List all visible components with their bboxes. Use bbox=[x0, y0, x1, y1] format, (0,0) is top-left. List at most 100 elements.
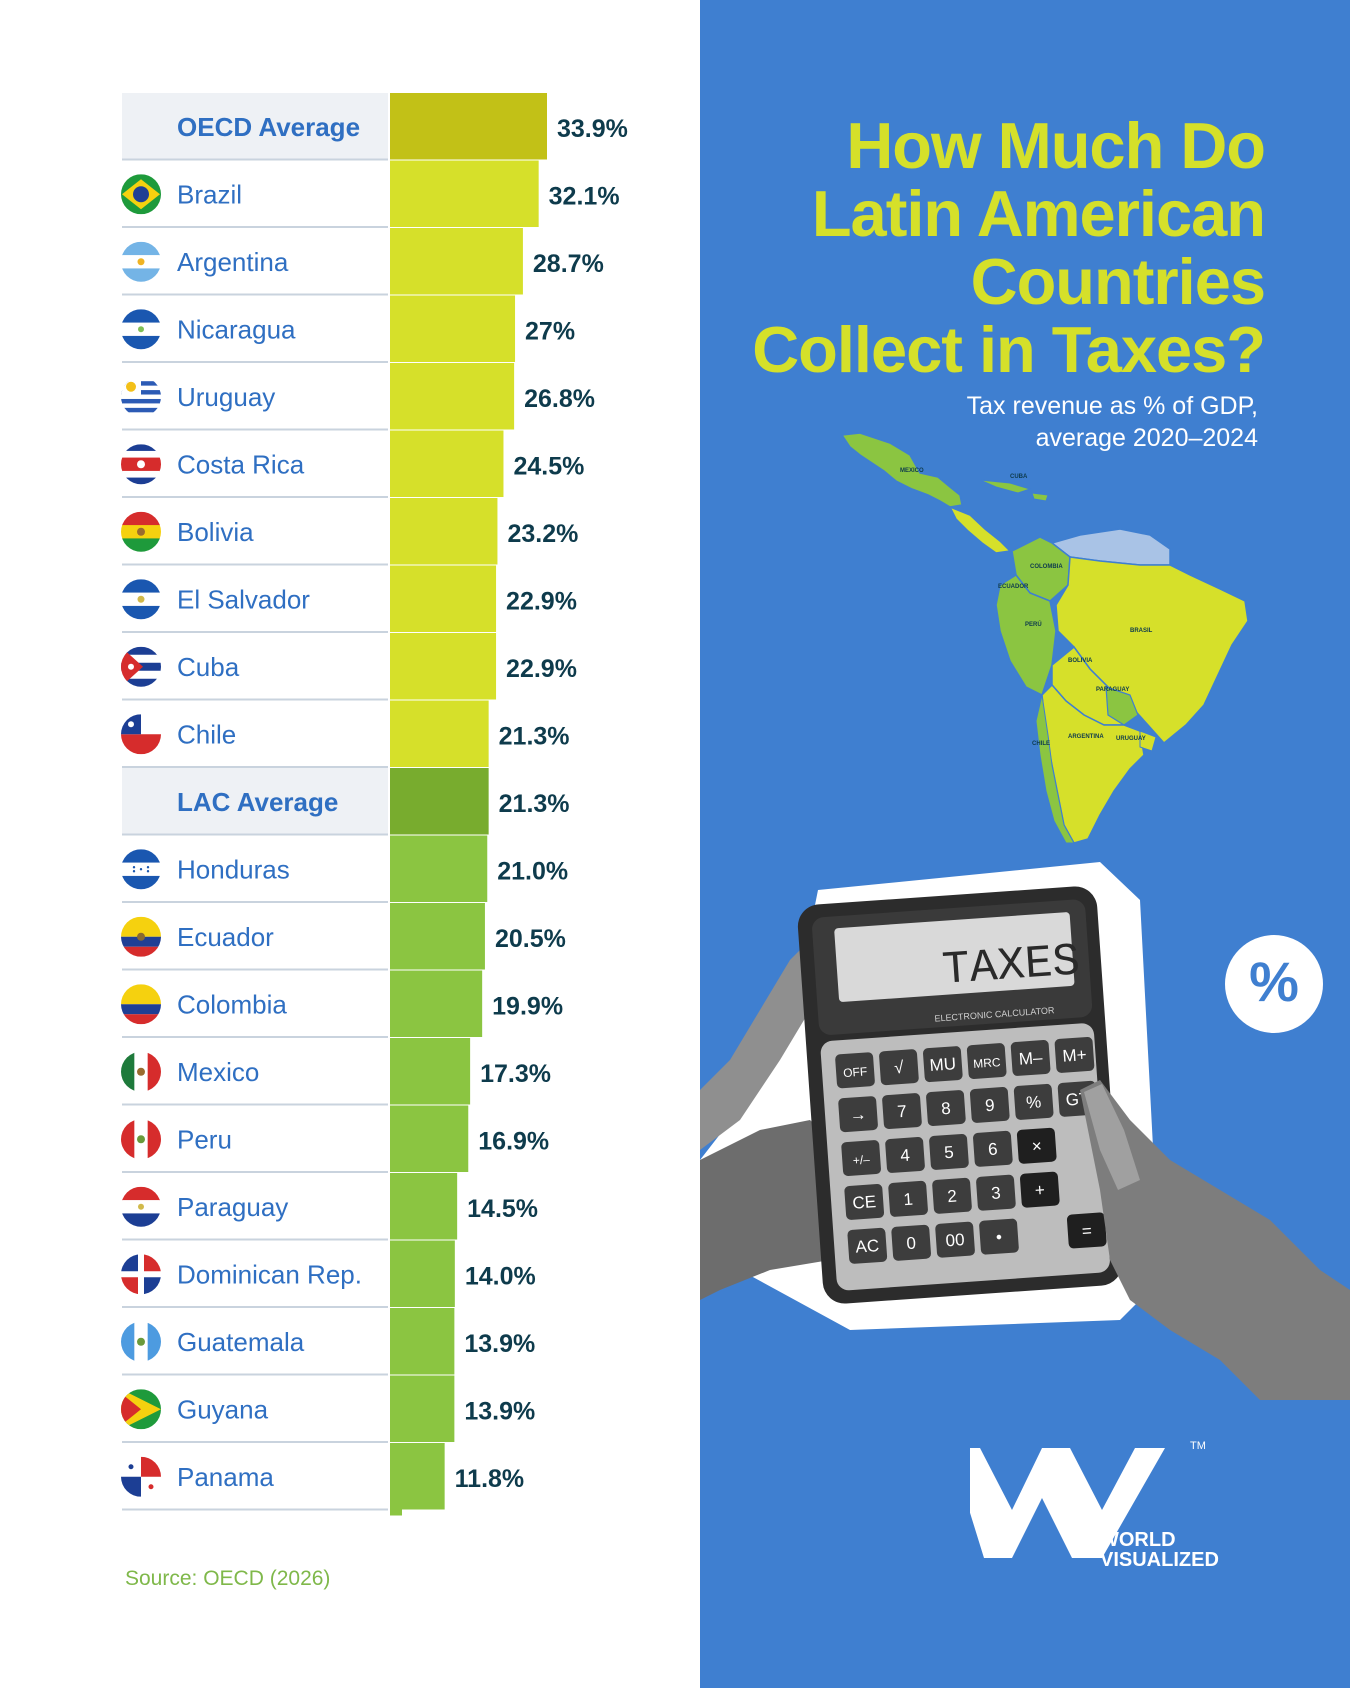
table-row: Colombia 19.9% bbox=[121, 970, 563, 1038]
calculator-key-label: AC bbox=[855, 1236, 880, 1257]
logo-w-mark bbox=[970, 1448, 1165, 1558]
percent-icon: % bbox=[1249, 950, 1299, 1013]
map-label: PARAGUAY bbox=[1096, 687, 1129, 693]
table-row: Honduras 21.0% bbox=[121, 835, 568, 903]
ecuador-peru-shape bbox=[995, 574, 1057, 697]
title-line: Latin American bbox=[811, 177, 1266, 250]
central-america-shape bbox=[948, 505, 1012, 554]
data-label: 32.1% bbox=[549, 182, 620, 210]
bar bbox=[390, 633, 497, 700]
map-label: ARGENTINA bbox=[1068, 734, 1104, 740]
map-label: MEXICO bbox=[900, 468, 924, 474]
bar bbox=[390, 903, 485, 970]
calculator-key-label: 0 bbox=[906, 1233, 917, 1253]
calculator-key-label: × bbox=[1031, 1136, 1042, 1156]
average-label: LAC Average bbox=[177, 787, 338, 817]
caribbean-shape bbox=[979, 479, 1049, 502]
calculator-key: MRC bbox=[966, 1043, 1007, 1080]
data-label: 26.8% bbox=[524, 385, 595, 413]
right-hand-finger bbox=[1084, 1084, 1140, 1190]
data-label: 20.5% bbox=[495, 925, 566, 953]
country-label: Guatemala bbox=[177, 1327, 305, 1357]
table-row: Guyana 13.9% bbox=[121, 1375, 535, 1443]
calculator-key: M+ bbox=[1054, 1036, 1095, 1073]
calculator-key: +/– bbox=[841, 1140, 881, 1176]
calculator-key: 00 bbox=[935, 1221, 975, 1258]
calculator-key-label: MU bbox=[929, 1054, 957, 1075]
table-row: Ecuador 20.5% bbox=[121, 903, 566, 971]
flag-mexico-icon bbox=[121, 1051, 161, 1092]
flag-guatemala-icon bbox=[121, 1321, 161, 1362]
table-row: Costa Rica 24.5% bbox=[121, 430, 584, 498]
calculator-key: 5 bbox=[929, 1133, 969, 1170]
bar bbox=[390, 228, 523, 295]
calculator-key-label: 7 bbox=[897, 1102, 908, 1122]
trademark: TM bbox=[1190, 1440, 1206, 1452]
table-row: Brazil 32.1% bbox=[121, 160, 620, 228]
bar bbox=[390, 93, 547, 160]
calculator-key: 8 bbox=[926, 1090, 966, 1126]
data-label: 21.0% bbox=[497, 857, 568, 885]
calculator-key-label: +/– bbox=[852, 1152, 870, 1167]
calculator-key: 1 bbox=[888, 1180, 928, 1217]
country-label: El Salvador bbox=[177, 584, 310, 614]
data-label: 14.0% bbox=[465, 1262, 536, 1290]
country-label: Uruguay bbox=[177, 382, 275, 412]
table-row: Nicaragua 27% bbox=[121, 295, 575, 363]
map-label: CHILE bbox=[1032, 741, 1050, 747]
subtitle: Tax revenue as % of GDP, average 2020–20… bbox=[878, 390, 1258, 454]
bar bbox=[390, 565, 497, 632]
data-label: 16.9% bbox=[478, 1127, 549, 1155]
percent-badge: % bbox=[1225, 935, 1323, 1033]
data-label: 13.9% bbox=[464, 1330, 535, 1358]
title-line: Countries bbox=[970, 245, 1266, 318]
paraguay-shape bbox=[1105, 686, 1139, 726]
right-hand bbox=[1080, 1080, 1350, 1400]
calculator-key-label: 1 bbox=[903, 1190, 914, 1210]
flag-costa-rica-icon bbox=[121, 444, 161, 485]
calculator-key-label: √ bbox=[894, 1058, 905, 1078]
country-label: Argentina bbox=[177, 247, 289, 277]
page-title: How Much Do Latin American Countries Col… bbox=[705, 112, 1266, 384]
table-row: Bolivia 23.2% bbox=[121, 498, 578, 566]
flag-uruguay-icon bbox=[121, 376, 161, 417]
calculator-key: 2 bbox=[932, 1177, 972, 1214]
calculator-key: MU bbox=[923, 1046, 963, 1083]
flag-cuba-icon bbox=[121, 646, 161, 687]
bar bbox=[390, 363, 515, 430]
calculator-key-label: 6 bbox=[987, 1140, 998, 1160]
country-label: Ecuador bbox=[177, 922, 274, 952]
calculator-key: = bbox=[1066, 1212, 1107, 1249]
flag-dominican-rep-icon bbox=[121, 1254, 161, 1295]
table-row: Panama 11.8% bbox=[121, 1443, 525, 1511]
country-label: Peru bbox=[177, 1124, 232, 1154]
calculator-display-text: TAXES bbox=[940, 935, 1081, 997]
brand-line: WORLD bbox=[1100, 1529, 1176, 1551]
calculator-key: + bbox=[1019, 1171, 1060, 1208]
bar bbox=[390, 1173, 458, 1240]
average-label: OECD Average bbox=[177, 112, 360, 142]
flag-chile-icon bbox=[121, 714, 161, 755]
data-label: 28.7% bbox=[533, 250, 604, 278]
flag-colombia-icon bbox=[121, 984, 161, 1025]
data-label: 17.3% bbox=[480, 1060, 551, 1088]
map-label: BRASIL bbox=[1130, 628, 1153, 634]
data-label: 11.8% bbox=[455, 1465, 525, 1493]
latin-america-map: MEXICO CUBA COLOMBIA ECUADOR PERÚ BRASIL… bbox=[840, 432, 1249, 844]
bar bbox=[390, 1375, 455, 1442]
calculator-key-label: 4 bbox=[900, 1146, 911, 1166]
calculator-key: % bbox=[1013, 1083, 1054, 1120]
bar bbox=[390, 1105, 469, 1172]
table-row: Mexico 17.3% bbox=[121, 1038, 551, 1106]
flag-peru-icon bbox=[121, 1119, 161, 1160]
flag-nicaragua-icon bbox=[121, 309, 161, 350]
bar bbox=[390, 295, 516, 362]
country-label: Paraguay bbox=[177, 1192, 288, 1222]
table-row: Chile 21.3% bbox=[121, 700, 570, 768]
calculator-key: 7 bbox=[882, 1093, 922, 1130]
calculator-key-label: CE bbox=[852, 1192, 877, 1213]
bar bbox=[390, 835, 488, 902]
bar bbox=[390, 1038, 471, 1105]
map-label: URUGUAY bbox=[1116, 736, 1146, 742]
bar bbox=[390, 700, 489, 767]
